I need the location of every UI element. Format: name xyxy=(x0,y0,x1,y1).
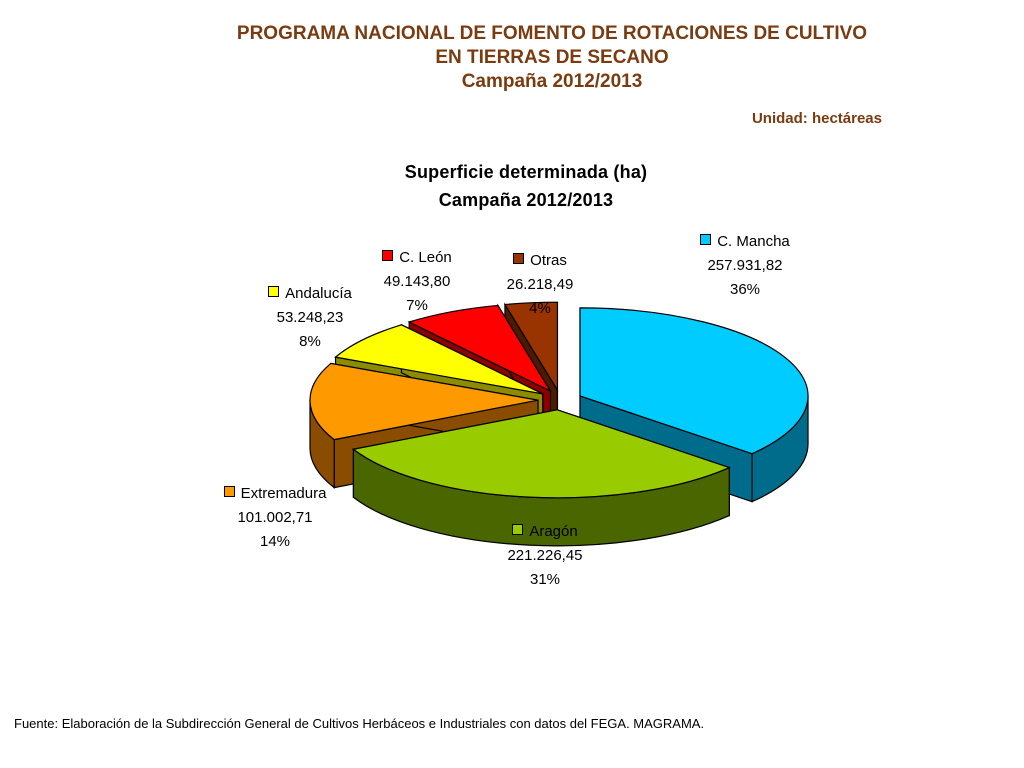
slice-value-otras: 26.218,49 xyxy=(506,276,574,293)
slice-extremadura xyxy=(309,362,539,441)
slice-value-andalucia: 53.248,23 xyxy=(276,309,344,326)
slice-percent-c-mancha: 36% xyxy=(729,281,761,298)
chart-title-block: Superficie determinada (ha) Campaña 2012… xyxy=(300,158,752,214)
slice-value-c-mancha: 257.931,82 xyxy=(707,257,783,274)
slice-value-c-leon: 49.143,80 xyxy=(383,273,451,290)
header-title-line1: PROGRAMA NACIONAL DE FOMENTO DE ROTACION… xyxy=(236,23,868,44)
unit-label: Unidad: hectáreas xyxy=(751,110,882,127)
legend-key-c-leon xyxy=(382,250,394,261)
legend-key-c-mancha xyxy=(700,234,712,245)
source-note: Fuente: Elaboración de la Subdirección G… xyxy=(14,716,705,731)
data-label-c-mancha: C. Mancha 257.931,82 36% xyxy=(670,230,820,302)
legend-key-otras xyxy=(513,253,525,264)
slice-percent-otras: 4% xyxy=(529,300,551,317)
slice-value-extremadura: 101.002,71 xyxy=(237,509,313,526)
data-label-c-leon: C. León 49.143,80 7% xyxy=(352,246,482,318)
legend-key-andalucia xyxy=(268,286,280,297)
slice-aragon xyxy=(352,409,731,499)
slice-c-leon xyxy=(407,304,553,393)
slice-otras xyxy=(503,301,559,393)
slice-percent-andalucia: 8% xyxy=(299,333,321,350)
slice-c-mancha xyxy=(579,307,809,455)
header-title-line2: EN TIERRAS DE SECANO xyxy=(435,47,669,68)
slice-name-aragon: Aragón xyxy=(529,523,578,540)
chart-subtitle: Campaña 2012/2013 xyxy=(438,190,614,210)
data-label-extremadura: Extremadura 101.002,71 14% xyxy=(200,482,350,554)
legend-key-extremadura xyxy=(223,486,235,497)
slice-name-extremadura: Extremadura xyxy=(240,485,327,502)
data-label-otras: Otras 26.218,49 4% xyxy=(475,249,605,321)
slice-name-c-mancha: C. Mancha xyxy=(717,233,790,250)
page-header: PROGRAMA NACIONAL DE FOMENTO DE ROTACION… xyxy=(140,22,964,94)
slice-andalucia xyxy=(334,324,543,395)
data-label-aragon: Aragón 221.226,45 31% xyxy=(470,520,620,592)
header-campaign: Campaña 2012/2013 xyxy=(461,71,643,92)
slice-percent-extremadura: 14% xyxy=(259,533,291,550)
data-label-andalucia: Andalucía 53.248,23 8% xyxy=(240,282,380,354)
slice-value-aragon: 221.226,45 xyxy=(507,547,583,564)
slice-percent-aragon: 31% xyxy=(529,571,561,588)
slice-percent-c-leon: 7% xyxy=(406,297,428,314)
legend-key-aragon xyxy=(512,524,524,535)
chart-title: Superficie determinada (ha) xyxy=(404,162,648,182)
slice-name-andalucia: Andalucía xyxy=(285,285,352,302)
slice-name-otras: Otras xyxy=(530,252,567,269)
slice-name-c-leon: C. León xyxy=(399,249,452,266)
